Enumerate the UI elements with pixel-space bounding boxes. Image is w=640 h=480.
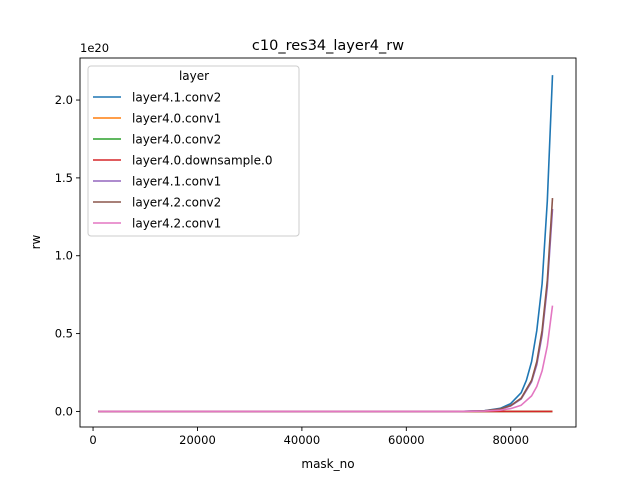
- legend-entry-label: layer4.2.conv1: [132, 217, 221, 231]
- x-tick-label: 80000: [492, 433, 529, 447]
- y-tick-label: 0.5: [55, 327, 73, 341]
- x-tick-label: 60000: [388, 433, 425, 447]
- legend-entry-label: layer4.0.downsample.0: [132, 154, 272, 168]
- legend-entry-label: layer4.0.conv1: [132, 112, 221, 126]
- legend-entry-label: layer4.2.conv2: [132, 196, 221, 210]
- y-axis-label: rw: [29, 234, 43, 249]
- axes-frame: [79, 57, 577, 428]
- x-axis-label: mask_no: [301, 457, 354, 471]
- chart-title: c10_res34_layer4_rw: [252, 38, 404, 54]
- y-tick-label: 1.5: [55, 171, 73, 185]
- plot-area: [98, 75, 554, 413]
- series-line-6: [98, 305, 554, 413]
- axes: 0 20000 40000 60000 80000 0.0 0.5 1.0 1.5 2.0: [55, 57, 577, 447]
- x-tick-label: 0: [89, 433, 96, 447]
- x-tick-label: 20000: [179, 433, 216, 447]
- legend-title: layer: [179, 69, 209, 83]
- legend: layer layer4.1.conv2 layer4.0.conv1 layer4.…: [87, 65, 300, 237]
- legend-entry-label: layer4.0.conv2: [132, 133, 221, 147]
- y-tick-label: 2.0: [55, 93, 73, 107]
- y-offset-label: 1e20: [80, 41, 109, 55]
- legend-box: [87, 65, 300, 237]
- y-tick-label: 1.0: [55, 249, 73, 263]
- legend-entry-label: layer4.1.conv1: [132, 175, 221, 189]
- y-tick-label: 0.0: [55, 404, 73, 418]
- legend-entry-label: layer4.1.conv2: [132, 91, 221, 105]
- x-tick-label: 40000: [284, 433, 321, 447]
